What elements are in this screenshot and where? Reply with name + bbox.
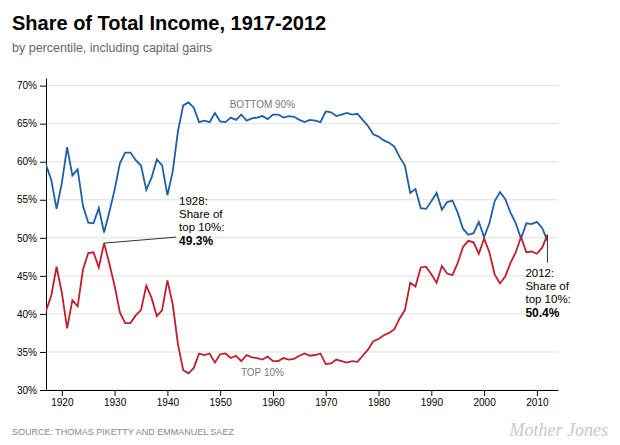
series-label: TOP 10% xyxy=(241,367,284,378)
tick-label: 60% xyxy=(17,156,37,167)
tick-mark xyxy=(40,276,46,277)
tick-label: 35% xyxy=(17,347,37,358)
tick: 35% xyxy=(17,347,46,358)
tick-mark xyxy=(431,390,432,396)
tick: 50% xyxy=(17,233,46,244)
tick-label: 45% xyxy=(17,271,37,282)
tick-label: 1940 xyxy=(157,397,180,408)
tick-mark xyxy=(40,238,46,239)
annotation-text: top 10%: xyxy=(525,293,570,305)
chart: Share of Total Income, 1917-2012 by perce… xyxy=(0,0,620,445)
tick: 55% xyxy=(17,194,46,205)
annotation-text: top 10%: xyxy=(179,221,224,233)
tick-label: 30% xyxy=(17,385,37,396)
grid-line xyxy=(46,85,558,86)
title: Share of Total Income, 1917-2012 xyxy=(12,12,326,34)
tick-label: 70% xyxy=(17,80,37,91)
grid-line xyxy=(46,351,558,352)
tick-label: 1920 xyxy=(51,397,74,408)
series-line xyxy=(46,235,547,373)
grid-line xyxy=(46,390,558,391)
axis-line xyxy=(47,390,559,391)
tick-label: 1960 xyxy=(262,397,285,408)
axis-line xyxy=(46,79,47,391)
tick: 45% xyxy=(17,271,46,282)
tick: 1970 xyxy=(315,390,338,408)
source: SOURCE: THOMAS PIKETTY AND EMMANUEL SAEZ xyxy=(12,427,234,437)
x-axis: 1920 1930 1940 1950 1960 1970 1980 1990 2000 2010 xyxy=(47,390,559,408)
grid xyxy=(46,86,558,390)
annotation-connector xyxy=(104,237,176,243)
tick: 1940 xyxy=(157,390,180,408)
tick: 65% xyxy=(17,118,46,129)
annotation-connector xyxy=(547,235,548,263)
tick-label: 1970 xyxy=(315,397,338,408)
watermark: Mother Jones xyxy=(509,420,608,440)
annotation-value: 50.4% xyxy=(525,306,559,320)
tick: 1960 xyxy=(262,390,285,408)
tick-mark xyxy=(40,314,46,315)
tick: 1990 xyxy=(421,390,444,408)
grid-line xyxy=(46,237,558,238)
tick-label: 65% xyxy=(17,118,37,129)
tick-label: 50% xyxy=(17,233,37,244)
tick: 1920 xyxy=(51,390,74,408)
tick: 1980 xyxy=(368,390,391,408)
tick-label: 1930 xyxy=(104,397,127,408)
tick-mark xyxy=(40,162,46,163)
tick-mark xyxy=(167,390,168,396)
annotation: 1928:Share oftop 10%:49.3% xyxy=(104,195,224,248)
subtitle: by percentile, including capital gains xyxy=(12,41,212,55)
annotation-text: Share of xyxy=(179,208,223,220)
tick-mark xyxy=(537,390,538,396)
grid-line xyxy=(46,161,558,162)
tick: 1930 xyxy=(104,390,127,408)
tick-label: 55% xyxy=(17,194,37,205)
grid-line xyxy=(46,199,558,200)
tick-label: 1990 xyxy=(421,397,444,408)
tick: 30% xyxy=(17,385,46,396)
grid-line xyxy=(46,313,558,314)
tick-mark xyxy=(326,390,327,396)
tick-label: 2000 xyxy=(473,397,496,408)
tick: 1950 xyxy=(210,390,233,408)
tick-mark xyxy=(273,390,274,396)
series-line xyxy=(46,102,547,240)
annotation-text: 2012: xyxy=(525,267,554,279)
tick-mark xyxy=(62,390,63,396)
tick: 40% xyxy=(17,309,46,320)
tick: 70% xyxy=(17,80,46,91)
tick-label: 40% xyxy=(17,309,37,320)
tick: 2000 xyxy=(473,390,496,408)
tick-label: 1980 xyxy=(368,397,391,408)
series-label: BOTTOM 90% xyxy=(230,99,295,110)
grid-line xyxy=(46,275,558,276)
tick: 2010 xyxy=(526,390,549,408)
tick-mark xyxy=(40,86,46,87)
y-axis: 30% 35% 40% 45% 50% 55% 60% 65% 70% xyxy=(17,79,47,396)
tick-mark xyxy=(115,390,116,396)
annotation-text: 1928: xyxy=(179,195,208,207)
tick-mark xyxy=(220,390,221,396)
plot-area xyxy=(46,102,547,373)
tick-mark xyxy=(484,390,485,396)
tick-label: 2010 xyxy=(526,397,549,408)
tick-mark xyxy=(40,352,46,353)
tick-mark xyxy=(40,200,46,201)
annotation: 2012:Share oftop 10%:50.4% xyxy=(525,235,570,320)
tick-label: 1950 xyxy=(210,397,233,408)
annotation-text: Share of xyxy=(525,280,569,292)
tick-mark xyxy=(40,124,46,125)
grid-line xyxy=(46,123,558,124)
annotation-value: 49.3% xyxy=(179,234,213,248)
tick-mark xyxy=(379,390,380,396)
tick: 60% xyxy=(17,156,46,167)
tick-mark xyxy=(40,390,46,391)
